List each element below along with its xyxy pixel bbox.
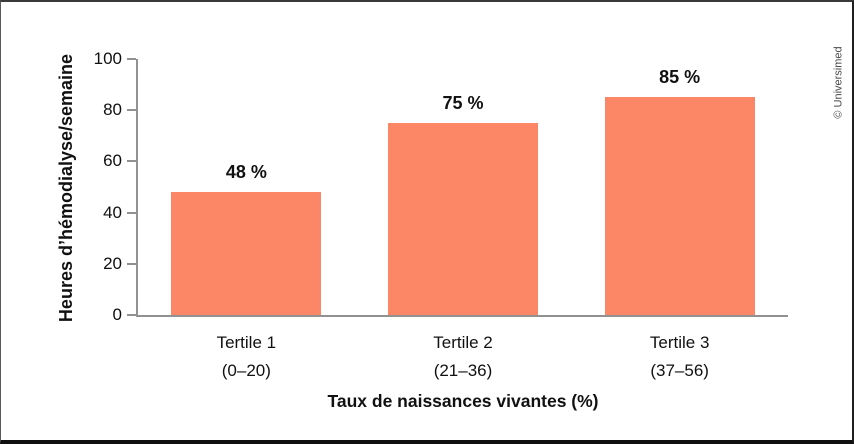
x-category-label: Tertile 2 <box>433 333 493 352</box>
x-category-label: Tertile 1 <box>216 333 277 352</box>
y-tick-label: 0 <box>112 305 122 324</box>
x-category: Tertile 3 (37–56) <box>580 329 780 385</box>
y-tick-label: 100 <box>93 49 122 68</box>
y-tick-mark <box>127 211 136 214</box>
x-category: Tertile 2 (21–36) <box>363 329 563 385</box>
copyright-credit: © Universimed <box>832 46 845 119</box>
y-tick-label: 20 <box>103 253 122 273</box>
x-category-labels: Tertile 1 (0–20) Tertile 2 (21–36) Tertile 3… <box>138 329 788 389</box>
bar <box>604 97 755 315</box>
bar <box>388 123 538 315</box>
bar <box>171 192 322 315</box>
y-tick-label: 80 <box>103 100 122 120</box>
y-tick-label: 40 <box>103 202 122 222</box>
plot-area: 0 20 40 60 80 100 48 % 75 % 85 % <box>94 49 788 324</box>
y-tick-mark <box>127 109 136 112</box>
y-axis-title: Heures d’hémodialyse/semaine <box>56 53 76 323</box>
x-category: Tertile 1 (0–20) <box>146 329 346 385</box>
bar-value-label: 85 % <box>659 67 701 88</box>
x-category-range: (37–56) <box>650 361 709 380</box>
y-tick-mark <box>127 314 136 316</box>
bar-value-label: 48 % <box>225 162 267 183</box>
x-axis-line <box>136 315 788 317</box>
y-tick-mark <box>127 160 136 163</box>
y-axis-line <box>136 59 138 315</box>
x-category-label: Tertile 3 <box>649 333 710 352</box>
y-tick-mark <box>127 58 136 60</box>
x-category-range: (21–36) <box>433 361 493 380</box>
x-category-range: (0–20) <box>221 361 271 380</box>
y-tick-label: 60 <box>103 151 122 171</box>
y-tick-mark <box>127 262 136 265</box>
x-axis-title: Taux de naissances vivantes (%) <box>327 391 599 411</box>
bar-value-label: 75 % <box>442 93 484 113</box>
